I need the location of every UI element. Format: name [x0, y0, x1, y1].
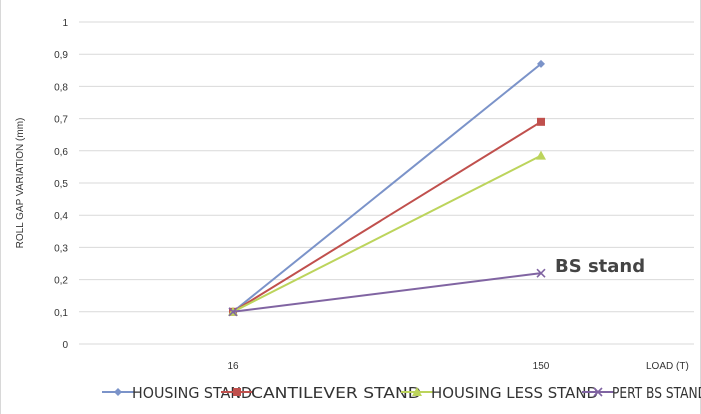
series-line [232, 154, 542, 313]
legend-item: HOUSING STAND [102, 384, 252, 402]
data-series [228, 59, 546, 317]
series-housing-less-stand [228, 150, 546, 316]
series-housing-stand [229, 59, 545, 316]
series-line [232, 63, 542, 313]
square-marker [233, 388, 241, 396]
y-tick-label: 1 [62, 18, 68, 29]
y-tick-label: 0,8 [54, 82, 68, 93]
series-cantilever-stand [229, 117, 545, 316]
series-line [232, 272, 542, 313]
legend-label: PERT BS STAND [612, 384, 701, 402]
grid-lines [79, 21, 694, 345]
annotations: BS stand [555, 256, 645, 277]
diamond-marker [537, 59, 545, 68]
x-marker [536, 268, 546, 278]
y-axis-title: ROLL GAP VARIATION (mm) [15, 118, 26, 249]
x-axis-title: LOAD (T) [646, 361, 689, 372]
x-marker [593, 387, 603, 397]
y-tick-label: 0,3 [54, 243, 68, 254]
y-tick-label: 0,4 [54, 211, 68, 222]
square-marker [537, 117, 545, 126]
x-tick-labels: 16 150 [227, 361, 549, 372]
annotation-label: BS stand [555, 256, 645, 277]
legend-item: HOUSING LESS STAND [401, 384, 598, 402]
legend-label: HOUSING LESS STAND [431, 384, 598, 402]
x-marker [228, 307, 238, 317]
legend-item: CANTILEVER STAND [221, 384, 421, 402]
x-tick-label: 16 [227, 361, 239, 372]
y-tick-label: 0,2 [54, 276, 68, 287]
x-tick-label: 150 [533, 361, 550, 372]
legend-label: CANTILEVER STAND [251, 384, 421, 402]
legend: HOUSING STAND CANTILEVER STAND HOUSING LES… [102, 384, 701, 402]
y-tick-label: 0,1 [54, 308, 68, 319]
y-tick-label: 0 [62, 340, 68, 351]
y-tick-label: 0,9 [54, 50, 68, 61]
diamond-marker [114, 388, 122, 396]
legend-label: HOUSING STAND [132, 384, 252, 402]
legend-item: PERT BS STAND [582, 384, 701, 402]
series-line [232, 120, 542, 313]
y-tick-labels: 0 0,1 0,2 0,3 0,4 0,5 0,6 0,7 0,8 0,9 1 [54, 18, 68, 351]
y-tick-label: 0,7 [54, 115, 68, 126]
y-tick-label: 0,6 [54, 147, 68, 158]
series-pert-bs-stand [228, 268, 546, 317]
y-tick-label: 0,5 [54, 179, 68, 190]
triangle-marker [412, 387, 422, 396]
triangle-marker [536, 150, 546, 160]
